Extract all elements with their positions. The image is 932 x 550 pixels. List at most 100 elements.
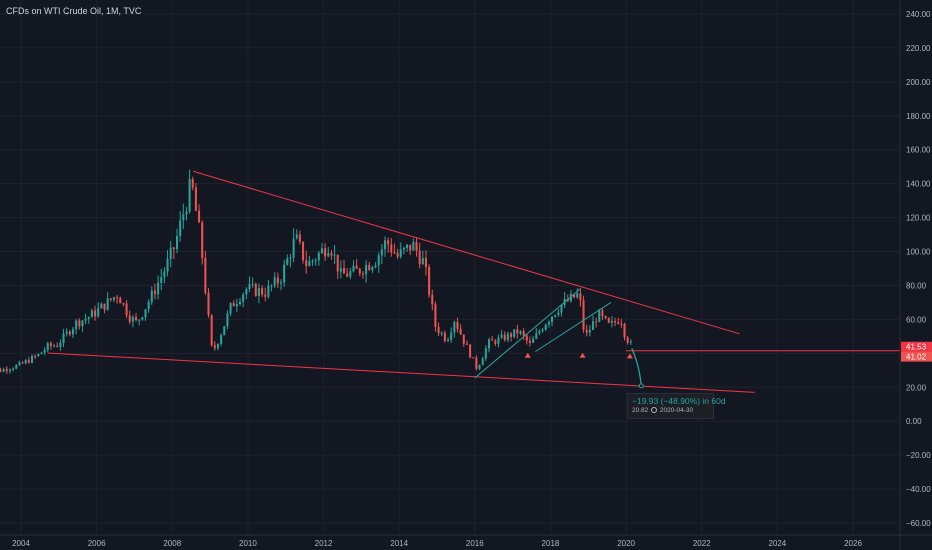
candle-body	[0, 369, 2, 372]
candle-body	[402, 247, 405, 250]
candle-body	[336, 254, 339, 272]
candle	[428, 264, 431, 298]
candle-body	[339, 268, 342, 272]
candle-body	[267, 285, 270, 297]
candle	[396, 248, 399, 259]
candle-body	[421, 258, 424, 265]
y-tick-label: 160.00	[906, 146, 931, 155]
y-tick-label: 0.00	[906, 417, 922, 426]
time-axis[interactable]: 2004 2006 2008 2010 2012 2014 2016 2018 2020 2022…	[0, 534, 932, 548]
candle	[560, 304, 563, 317]
candle	[604, 315, 607, 320]
candle-body	[34, 356, 37, 358]
candle-body	[629, 341, 632, 343]
candle-body	[365, 265, 368, 275]
candle	[84, 313, 87, 325]
candle-body	[380, 249, 383, 256]
candle	[601, 308, 604, 321]
candle-body	[573, 294, 576, 298]
candle	[0, 367, 2, 373]
candle-body	[295, 234, 298, 239]
candle-body	[623, 323, 626, 338]
candle	[65, 328, 68, 337]
candle-body	[40, 352, 43, 355]
candle	[415, 237, 418, 257]
candle	[141, 316, 144, 321]
candle	[43, 347, 46, 356]
candle-body	[519, 331, 522, 334]
candle	[447, 337, 450, 343]
candle-body	[49, 343, 52, 347]
candle-body	[138, 319, 141, 321]
x-tick-label: 2004	[12, 539, 30, 548]
candle-body	[131, 316, 134, 322]
candle-body	[437, 327, 440, 333]
candle-body	[150, 290, 153, 303]
candle	[31, 354, 34, 364]
candle	[361, 271, 364, 279]
candle	[532, 335, 535, 344]
candle	[402, 246, 405, 255]
candle-body	[223, 326, 226, 336]
candle-body	[153, 290, 156, 295]
candle-body	[18, 362, 21, 366]
candle	[125, 300, 128, 319]
measure-info-box: −19.93 (−48.90%) in 60d 20.82 2020-04-30	[627, 393, 726, 419]
candle-body	[103, 303, 106, 310]
candle	[620, 318, 623, 328]
price-axis[interactable]: 240.00 220.00 200.00 180.00 160.00 140.00 120.…	[899, 0, 932, 550]
candle	[235, 298, 238, 313]
candle-body	[257, 288, 260, 296]
candle	[522, 328, 525, 340]
price-badge: 41.53	[901, 341, 932, 352]
candle	[585, 324, 588, 337]
candle	[475, 355, 478, 371]
trendline	[47, 352, 755, 393]
candle	[100, 302, 103, 309]
candle	[46, 341, 49, 352]
candle-body	[27, 360, 30, 363]
x-tick-label: 2012	[315, 539, 333, 548]
candle	[349, 267, 352, 280]
candle-body	[254, 284, 257, 296]
candle-body	[450, 332, 453, 340]
candle	[289, 253, 292, 268]
candle	[254, 282, 257, 297]
candle-body	[415, 241, 418, 252]
candle	[185, 206, 188, 221]
candle	[229, 302, 232, 317]
candle	[440, 331, 443, 337]
candle	[478, 364, 481, 371]
candle	[150, 286, 153, 306]
candle	[557, 308, 560, 318]
candle-body	[286, 258, 289, 265]
candle-body	[106, 298, 109, 310]
candle	[302, 241, 305, 264]
candle-body	[24, 360, 27, 364]
candle-body	[273, 277, 276, 286]
candle-body	[406, 244, 409, 248]
candle	[128, 310, 131, 325]
candle-body	[210, 315, 213, 346]
candle	[157, 275, 160, 300]
candle	[261, 285, 264, 298]
candle-body	[358, 268, 361, 274]
candle	[595, 317, 598, 328]
candle	[406, 244, 409, 252]
trendline	[535, 302, 612, 353]
candle	[276, 272, 279, 288]
candle	[163, 266, 166, 284]
candle-body	[302, 241, 305, 261]
candle	[320, 243, 323, 255]
candle-body	[481, 358, 484, 366]
candle-body	[245, 288, 248, 295]
trendline	[192, 170, 740, 335]
candle-body	[551, 316, 554, 322]
candle-body	[90, 310, 93, 318]
candle-body	[443, 332, 446, 341]
candle	[339, 260, 342, 279]
candle	[242, 292, 245, 308]
candle	[503, 331, 506, 342]
candle-body	[387, 240, 390, 245]
